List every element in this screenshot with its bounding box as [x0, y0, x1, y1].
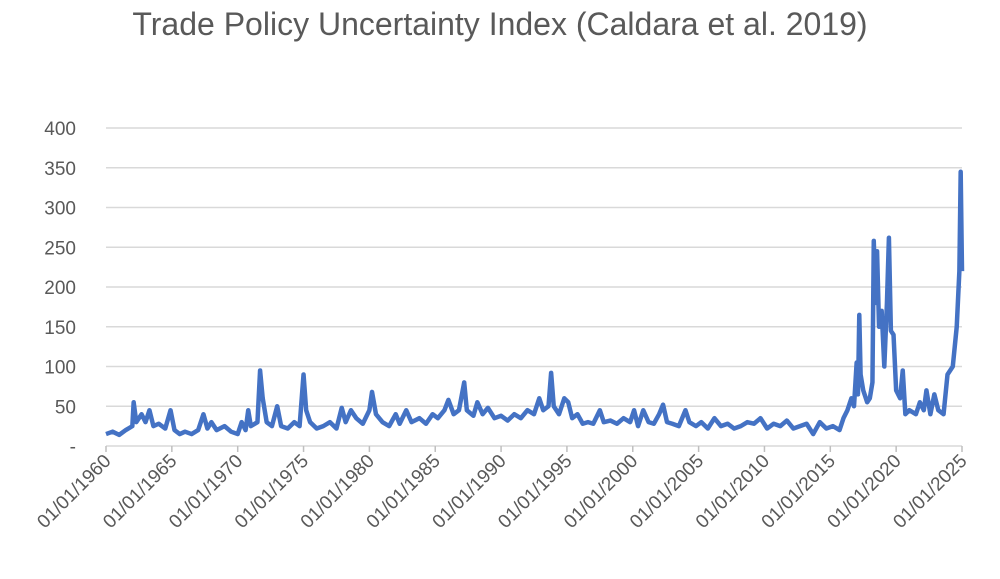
y-tick-label: 50 [55, 397, 76, 418]
y-tick-label: 200 [44, 278, 76, 299]
y-tick-label: 350 [44, 159, 76, 180]
line-series [105, 169, 965, 438]
y-tick-label: - [70, 437, 76, 458]
y-tick-label: 400 [44, 119, 76, 140]
y-tick-label: 150 [44, 318, 76, 339]
chart-title: Trade Policy Uncertainty Index (Caldara … [132, 6, 868, 42]
y-tick-label: 300 [44, 199, 76, 220]
y-tick-label: 100 [44, 358, 76, 379]
y-tick-label: 250 [44, 238, 76, 259]
